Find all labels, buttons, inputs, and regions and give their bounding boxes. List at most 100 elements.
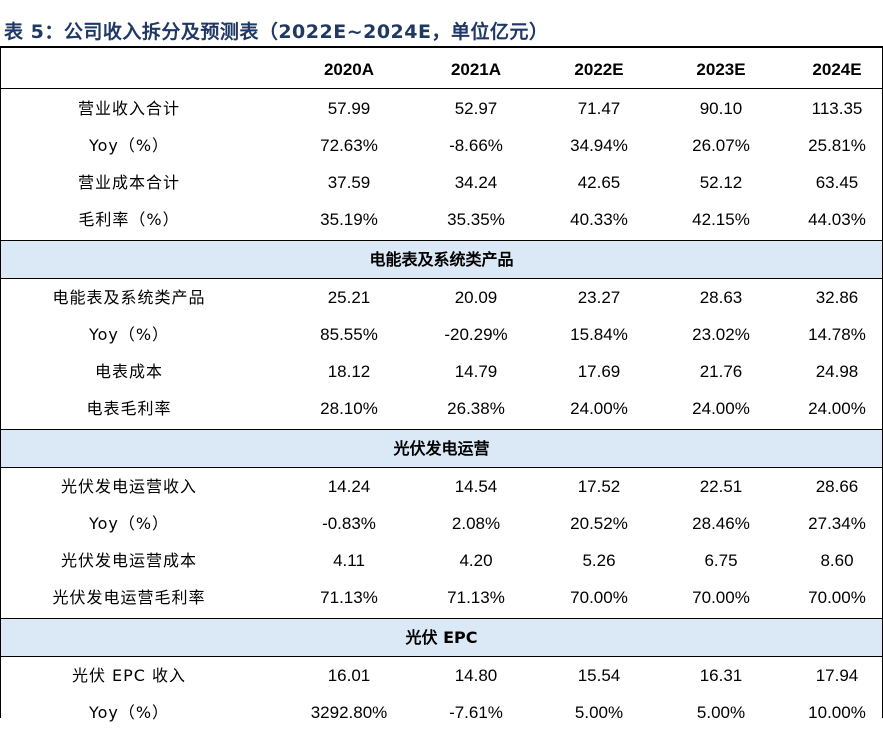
table-row: 电表毛利率 28.10% 26.38% 24.00% 24.00% 24.00% <box>0 390 883 427</box>
cell-value: 21.76 <box>699 362 743 381</box>
header-cell-2020a: 2020A <box>323 60 375 79</box>
header-cell-2024e: 2024E <box>812 60 862 79</box>
cell-value: 14.24 <box>327 477 371 496</box>
header-cell-2021a: 2021A <box>450 60 502 79</box>
row-label: Yoy（%） <box>88 703 170 722</box>
table-title: 表 5：公司收入拆分及预测表（2022E~2024E，单位亿元） <box>4 21 549 43</box>
cell-value: 71.47 <box>577 99 621 118</box>
cell-value: -0.83% <box>322 514 376 533</box>
cell-value: 57.99 <box>327 99 371 118</box>
cell-value: 26.07% <box>692 136 750 155</box>
row-label: Yoy（%） <box>88 325 170 344</box>
row-label: 毛利率（%） <box>78 210 180 229</box>
cell-value: 14.79 <box>454 362 498 381</box>
cell-value: 15.54 <box>577 666 621 685</box>
cell-value: 35.35% <box>447 210 505 229</box>
table-row: 光伏发电运营毛利率 71.13% 71.13% 70.00% 70.00% 70… <box>0 579 883 616</box>
cell-value: 24.98 <box>815 362 859 381</box>
cell-value: 24.00% <box>570 399 628 418</box>
cell-value: 40.33% <box>570 210 628 229</box>
cell-value: -20.29% <box>444 325 508 344</box>
row-label: 营业成本合计 <box>77 173 180 192</box>
cell-value: 25.21 <box>327 288 371 307</box>
cell-value: 14.80 <box>454 666 498 685</box>
row-label: Yoy（%） <box>88 514 170 533</box>
cell-value: 27.34% <box>808 514 866 533</box>
row-label: Yoy（%） <box>88 136 170 155</box>
cell-value: 71.13% <box>320 588 378 607</box>
row-label: 光伏发电运营毛利率 <box>52 588 206 607</box>
cell-value: 14.78% <box>808 325 866 344</box>
table-row: 光伏发电运营成本 4.11 4.20 5.26 6.75 8.60 <box>0 542 883 579</box>
cell-value: 72.63% <box>320 136 378 155</box>
table-row: 光伏 EPC 收入 16.01 14.80 15.54 16.31 17.94 <box>0 657 883 694</box>
section-header-pv-epc: 光伏 EPC <box>1 618 882 657</box>
row-label: 电能表及系统类产品 <box>52 288 206 307</box>
table-row: Yoy（%） 72.63% -8.66% 34.94% 26.07% 25.81… <box>0 127 883 164</box>
cell-value: 5.26 <box>582 551 616 570</box>
cell-value: 28.63 <box>699 288 743 307</box>
cell-value: 17.94 <box>815 666 859 685</box>
cell-value: 23.27 <box>577 288 621 307</box>
cell-value: 42.15% <box>692 210 750 229</box>
table-row: Yoy（%） 3292.80% -7.61% 5.00% 5.00% 10.00… <box>0 694 883 731</box>
cell-value: 44.03% <box>808 210 866 229</box>
cell-value: 90.10 <box>699 99 743 118</box>
cell-value: 20.09 <box>454 288 498 307</box>
cell-value: 10.00% <box>808 703 866 722</box>
cell-value: 14.54 <box>454 477 498 496</box>
header-cell-label <box>0 51 258 88</box>
table-row: Yoy（%） 85.55% -20.29% 15.84% 23.02% 14.7… <box>0 316 883 353</box>
cell-value: 28.46% <box>692 514 750 533</box>
cell-value: 15.84% <box>570 325 628 344</box>
cell-value: 70.00% <box>808 588 866 607</box>
cell-value: 4.11 <box>333 551 365 570</box>
table-top-border <box>0 46 883 48</box>
section-header-pv-ops: 光伏发电运营 <box>1 429 882 468</box>
cell-value: 42.65 <box>577 173 621 192</box>
row-label: 电表毛利率 <box>86 399 172 418</box>
row-label: 电表成本 <box>94 362 163 381</box>
row-label: 光伏发电运营收入 <box>60 477 197 496</box>
row-label: 光伏 EPC 收入 <box>71 666 187 685</box>
cell-value: 113.35 <box>811 99 863 118</box>
cell-value: 70.00% <box>692 588 750 607</box>
cell-value: 22.51 <box>699 477 743 496</box>
cell-value: 17.69 <box>577 362 621 381</box>
cell-value: 4.20 <box>459 551 493 570</box>
cell-value: 18.12 <box>327 362 371 381</box>
cell-value: 34.24 <box>454 173 498 192</box>
row-label: 光伏发电运营成本 <box>60 551 197 570</box>
cell-value: 25.81% <box>808 136 866 155</box>
cell-value: 52.97 <box>454 99 498 118</box>
table-row: 光伏发电运营收入 14.24 14.54 17.52 22.51 28.66 <box>0 468 883 505</box>
cell-value: 28.66 <box>815 477 859 496</box>
cell-value: 35.19% <box>320 210 378 229</box>
cell-value: 23.02% <box>692 325 750 344</box>
table-row: 营业成本合计 37.59 34.24 42.65 52.12 63.45 <box>0 164 883 201</box>
cell-value: 5.00% <box>696 703 746 722</box>
cell-value: 37.59 <box>327 173 371 192</box>
cell-value: 28.10% <box>320 399 378 418</box>
cell-value: 34.94% <box>570 136 628 155</box>
cell-value: 6.75 <box>704 551 738 570</box>
cell-value: 52.12 <box>699 173 743 192</box>
cell-value: 17.52 <box>577 477 621 496</box>
header-cell-2023e: 2023E <box>696 60 746 79</box>
cell-value: 26.38% <box>447 399 505 418</box>
table-row: 电能表及系统类产品 25.21 20.09 23.27 28.63 32.86 <box>0 279 883 316</box>
cell-value: 71.13% <box>447 588 505 607</box>
cell-value: 32.86 <box>815 288 859 307</box>
cell-value: 16.31 <box>699 666 743 685</box>
cell-value: 24.00% <box>692 399 750 418</box>
cell-value: -7.61% <box>449 703 503 722</box>
cell-value: -8.66% <box>449 136 503 155</box>
cell-value: 16.01 <box>327 666 371 685</box>
table-row: 电表成本 18.12 14.79 17.69 21.76 24.98 <box>0 353 883 390</box>
cell-value: 20.52% <box>570 514 628 533</box>
cell-value: 2.08% <box>451 514 501 533</box>
cell-value: 85.55% <box>320 325 378 344</box>
cell-value: 5.00% <box>574 703 624 722</box>
row-label: 营业收入合计 <box>77 99 180 118</box>
cell-value: 3292.80% <box>310 703 388 722</box>
